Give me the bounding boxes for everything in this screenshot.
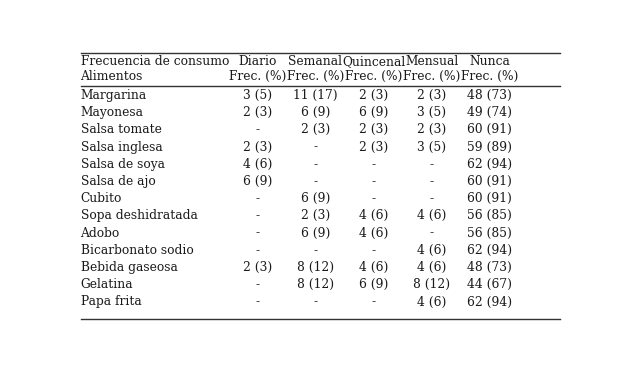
- Text: 11 (17): 11 (17): [293, 89, 338, 102]
- Text: 2 (3): 2 (3): [359, 89, 388, 102]
- Text: Salsa tomate: Salsa tomate: [81, 123, 161, 136]
- Text: -: -: [255, 192, 259, 205]
- Text: 6 (9): 6 (9): [301, 192, 330, 205]
- Text: 48 (73): 48 (73): [468, 261, 512, 274]
- Text: -: -: [371, 244, 376, 257]
- Text: 49 (74): 49 (74): [468, 106, 512, 119]
- Text: Salsa inglesa: Salsa inglesa: [81, 141, 162, 153]
- Text: 4 (6): 4 (6): [417, 209, 446, 222]
- Text: 2 (3): 2 (3): [359, 141, 388, 153]
- Text: -: -: [255, 123, 259, 136]
- Text: -: -: [371, 296, 376, 308]
- Text: -: -: [255, 296, 259, 308]
- Text: 48 (73): 48 (73): [468, 89, 512, 102]
- Text: 2 (3): 2 (3): [359, 123, 388, 136]
- Text: 4 (6): 4 (6): [417, 296, 446, 308]
- Text: Margarina: Margarina: [81, 89, 147, 102]
- Text: 3 (5): 3 (5): [417, 106, 446, 119]
- Text: -: -: [255, 244, 259, 257]
- Text: 2 (3): 2 (3): [301, 123, 330, 136]
- Text: 8 (12): 8 (12): [297, 278, 334, 291]
- Text: -: -: [255, 278, 259, 291]
- Text: 6 (9): 6 (9): [359, 278, 388, 291]
- Text: 6 (9): 6 (9): [301, 106, 330, 119]
- Text: -: -: [429, 175, 434, 188]
- Text: Adobo: Adobo: [81, 227, 120, 240]
- Text: -: -: [371, 158, 376, 171]
- Text: Bicarbonato sodio: Bicarbonato sodio: [81, 244, 193, 257]
- Text: Frecuencia de consumo: Frecuencia de consumo: [81, 55, 229, 68]
- Text: -: -: [371, 175, 376, 188]
- Text: -: -: [255, 209, 259, 222]
- Text: 62 (94): 62 (94): [468, 158, 512, 171]
- Text: -: -: [313, 158, 318, 171]
- Text: 60 (91): 60 (91): [468, 175, 512, 188]
- Text: 62 (94): 62 (94): [468, 244, 512, 257]
- Text: 4 (6): 4 (6): [359, 227, 388, 240]
- Text: Sopa deshidratada: Sopa deshidratada: [81, 209, 198, 222]
- Text: 2 (3): 2 (3): [242, 106, 272, 119]
- Text: 6 (9): 6 (9): [359, 106, 388, 119]
- Text: -: -: [313, 175, 318, 188]
- Text: 6 (9): 6 (9): [242, 175, 272, 188]
- Text: Frec. (%): Frec. (%): [403, 70, 461, 83]
- Text: -: -: [313, 244, 318, 257]
- Text: -: -: [313, 141, 318, 153]
- Text: Mayonesa: Mayonesa: [81, 106, 144, 119]
- Text: 2 (3): 2 (3): [242, 141, 272, 153]
- Text: Frec. (%): Frec. (%): [345, 70, 403, 83]
- Text: 8 (12): 8 (12): [413, 278, 450, 291]
- Text: 56 (85): 56 (85): [468, 209, 512, 222]
- Text: Diario: Diario: [238, 55, 276, 68]
- Text: Salsa de soya: Salsa de soya: [81, 158, 164, 171]
- Text: Quincenal: Quincenal: [342, 55, 405, 68]
- Text: Frec. (%): Frec. (%): [287, 70, 344, 83]
- Text: Bebida gaseosa: Bebida gaseosa: [81, 261, 178, 274]
- Text: 56 (85): 56 (85): [468, 227, 512, 240]
- Text: Papa frita: Papa frita: [81, 296, 141, 308]
- Text: 2 (3): 2 (3): [417, 89, 446, 102]
- Text: Frec. (%): Frec. (%): [461, 70, 519, 83]
- Text: -: -: [255, 227, 259, 240]
- Text: 59 (89): 59 (89): [468, 141, 512, 153]
- Text: -: -: [429, 192, 434, 205]
- Text: -: -: [429, 158, 434, 171]
- Text: 4 (6): 4 (6): [417, 244, 446, 257]
- Text: Gelatina: Gelatina: [81, 278, 133, 291]
- Text: 4 (6): 4 (6): [242, 158, 272, 171]
- Text: 4 (6): 4 (6): [417, 261, 446, 274]
- Text: 8 (12): 8 (12): [297, 261, 334, 274]
- Text: 44 (67): 44 (67): [468, 278, 512, 291]
- Text: Mensual: Mensual: [405, 55, 458, 68]
- Text: 2 (3): 2 (3): [242, 261, 272, 274]
- Text: 62 (94): 62 (94): [468, 296, 512, 308]
- Text: 6 (9): 6 (9): [301, 227, 330, 240]
- Text: -: -: [429, 227, 434, 240]
- Text: Alimentos: Alimentos: [81, 70, 143, 83]
- Text: -: -: [371, 192, 376, 205]
- Text: Salsa de ajo: Salsa de ajo: [81, 175, 155, 188]
- Text: Frec. (%): Frec. (%): [229, 70, 286, 83]
- Text: 3 (5): 3 (5): [417, 141, 446, 153]
- Text: -: -: [313, 296, 318, 308]
- Text: 2 (3): 2 (3): [301, 209, 330, 222]
- Text: 4 (6): 4 (6): [359, 261, 388, 274]
- Text: 60 (91): 60 (91): [468, 192, 512, 205]
- Text: Nunca: Nunca: [469, 55, 510, 68]
- Text: 2 (3): 2 (3): [417, 123, 446, 136]
- Text: Cubito: Cubito: [81, 192, 122, 205]
- Text: Semanal: Semanal: [289, 55, 342, 68]
- Text: 4 (6): 4 (6): [359, 209, 388, 222]
- Text: 3 (5): 3 (5): [242, 89, 272, 102]
- Text: 60 (91): 60 (91): [468, 123, 512, 136]
